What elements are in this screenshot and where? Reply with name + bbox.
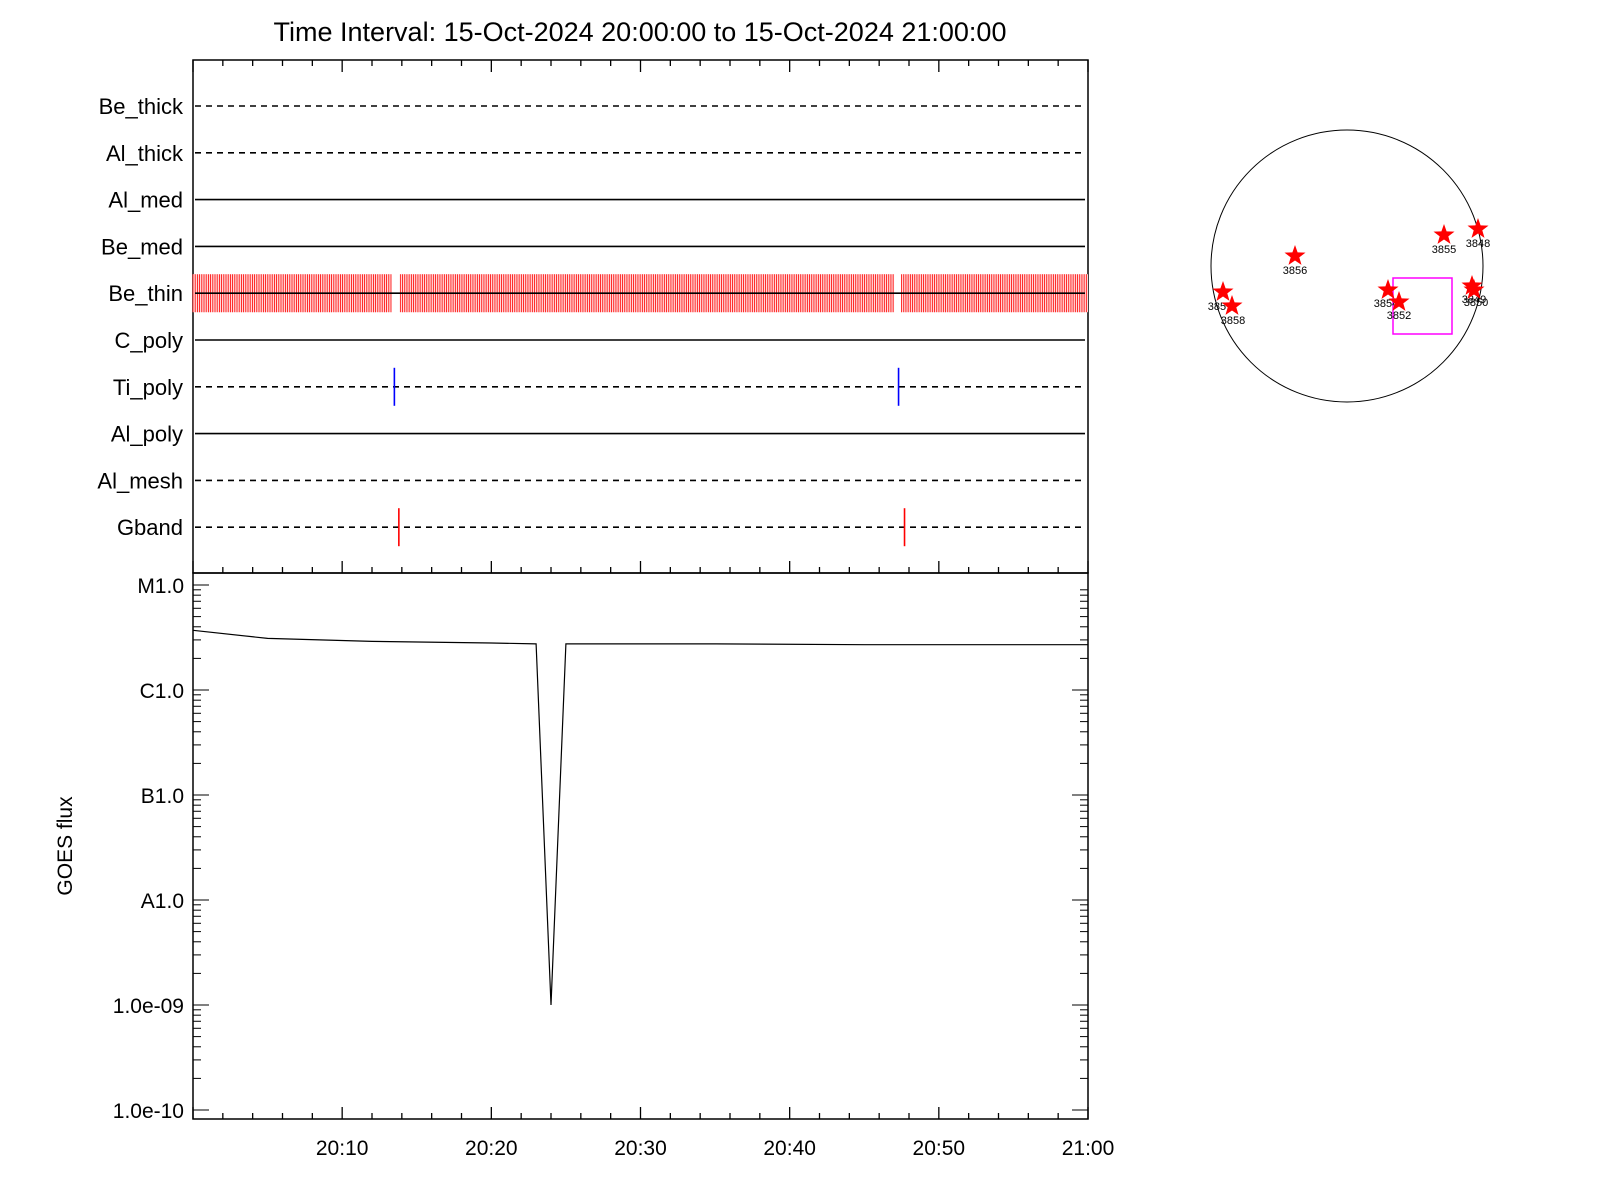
- y-tick-label: M1.0: [137, 575, 184, 598]
- filter-timeline-panel: Be_thick Al_thick Al_med Be_med Be_thin C_pol…: [97, 59, 1089, 574]
- y-axis-label: GOES flux: [54, 796, 77, 896]
- timeline-rows: Be_thick Al_thick Al_med Be_med Be_thin C_pol…: [97, 94, 1088, 547]
- filter-row-gband: Gband: [117, 508, 1085, 547]
- filter-row-al_poly: Al_poly: [111, 422, 1085, 447]
- active-region-3858: 3858: [1221, 295, 1245, 327]
- x-tick-label: 20:10: [316, 1137, 369, 1160]
- active-region-3856: 3856: [1283, 245, 1307, 277]
- active-region-label: 3858: [1221, 315, 1245, 327]
- filter-row-ti_poly: Ti_poly: [113, 367, 1085, 406]
- filter-label: Al_poly: [111, 422, 183, 447]
- x-tick-label: 20:30: [614, 1137, 667, 1160]
- active-region-label: 3852: [1387, 310, 1411, 322]
- y-tick-label: C1.0: [140, 680, 184, 703]
- filter-label: Be_med: [101, 234, 183, 259]
- filter-label: C_poly: [115, 328, 183, 353]
- active-region-3855: 3855: [1432, 224, 1456, 256]
- x-tick-label: 21:00: [1062, 1137, 1115, 1160]
- y-tick-label: 1.0e-09: [113, 995, 184, 1018]
- flux-y-tick-labels: 1.0e-10 1.0e-09 A1.0 B1.0 C1.0 M1.0: [113, 575, 184, 1123]
- active-region-label: 3856: [1283, 265, 1307, 277]
- star-icon: [1433, 224, 1455, 244]
- active-region-label: 3848: [1466, 238, 1490, 250]
- star-icon: [1212, 281, 1234, 301]
- star-icon: [1467, 218, 1489, 238]
- flux-x-tick-labels: 20:10 20:20 20:30 20:40 20:50 21:00: [316, 1137, 1114, 1160]
- goes-flux-panel: 1.0e-10 1.0e-09 A1.0 B1.0 C1.0 M1.0 20:10 20:2…: [54, 572, 1114, 1160]
- star-icon: [1463, 279, 1485, 299]
- x-tick-label: 20:50: [913, 1137, 966, 1160]
- filter-row-al_med: Al_med: [108, 188, 1085, 213]
- filter-label: Be_thick: [99, 94, 184, 119]
- solar-limb: [1210, 129, 1484, 403]
- active-region-3850: 3850: [1463, 279, 1488, 309]
- star-icon: [1388, 291, 1410, 311]
- x-tick-label: 20:40: [763, 1137, 816, 1160]
- chart-title: Time Interval: 15-Oct-2024 20:00:00 to 1…: [274, 17, 1007, 47]
- filter-row-al_thick: Al_thick: [106, 141, 1085, 166]
- active-region-3848: 3848: [1466, 218, 1490, 250]
- filter-label: Al_thick: [106, 141, 184, 166]
- filter-label: Gband: [117, 515, 183, 540]
- filter-row-be_thick: Be_thick: [99, 94, 1085, 119]
- filter-row-be_thin: Be_thin: [108, 274, 1088, 313]
- y-tick-label: A1.0: [141, 890, 184, 913]
- active-region-label: 3855: [1432, 244, 1456, 256]
- timeline-ticks: [192, 60, 1089, 573]
- star-icon: [1221, 295, 1243, 315]
- flux-frame: [192, 572, 1089, 1120]
- timeline-frame: [192, 59, 1089, 574]
- y-tick-label: 1.0e-10: [113, 1100, 184, 1123]
- flux-ticks: [192, 584, 1089, 1119]
- filter-label: Al_mesh: [97, 468, 183, 493]
- filter-label: Al_med: [108, 188, 183, 213]
- goes-flux-line: [192, 629, 1088, 1006]
- active-region-label: 3849: [1462, 294, 1486, 306]
- star-icon: [1284, 245, 1306, 265]
- filter-row-al_mesh: Al_mesh: [97, 468, 1085, 493]
- active-region-label: 3850: [1464, 297, 1488, 309]
- x-tick-label: 20:20: [465, 1137, 518, 1160]
- filter-row-c_poly: C_poly: [115, 328, 1085, 353]
- active-region-3852: 3852: [1387, 291, 1411, 322]
- filter-label: Ti_poly: [113, 375, 183, 400]
- filter-row-be_med: Be_med: [101, 234, 1085, 259]
- y-tick-label: B1.0: [141, 785, 184, 808]
- star-icon: [1377, 279, 1399, 299]
- filter-label: Be_thin: [108, 281, 183, 306]
- fov-box: [1392, 277, 1453, 335]
